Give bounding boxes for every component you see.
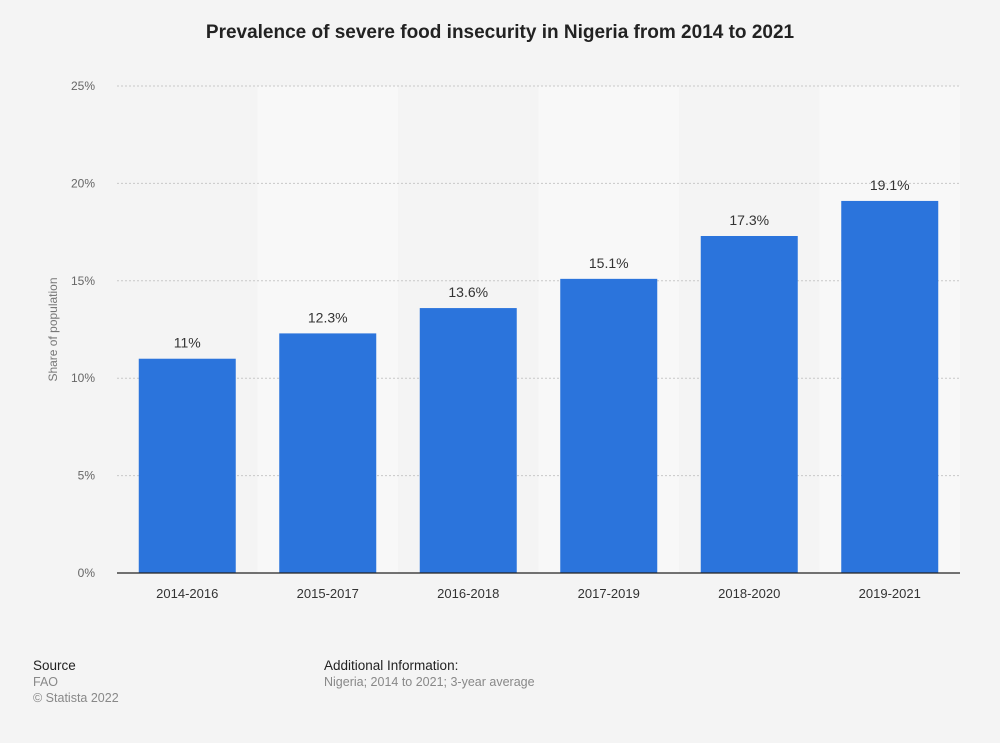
bar <box>138 358 236 573</box>
x-tick-label: 2019-2021 <box>859 586 921 601</box>
copyright-text: © Statista 2022 <box>33 691 119 705</box>
source-block: Source FAO © Statista 2022 <box>33 658 119 705</box>
additional-info-block: Additional Information: Nigeria; 2014 to… <box>324 658 535 689</box>
source-name: FAO <box>33 675 59 689</box>
x-tick-label: 2014-2016 <box>156 586 218 601</box>
x-tick-label: 2018-2020 <box>718 586 780 601</box>
data-label: 13.6% <box>448 284 488 300</box>
y-axis-title: Share of population <box>46 277 60 381</box>
data-label: 11% <box>174 335 201 351</box>
y-tick-label: 15% <box>71 274 95 288</box>
x-tick-label: 2015-2017 <box>297 586 359 601</box>
x-tick-label: 2016-2018 <box>437 586 499 601</box>
bar <box>700 235 798 573</box>
data-label: 15.1% <box>589 255 629 271</box>
bar <box>841 200 939 573</box>
additional-info-heading: Additional Information: <box>324 658 459 673</box>
x-tick-label: 2017-2019 <box>578 586 640 601</box>
data-label: 12.3% <box>308 309 348 325</box>
additional-info-text: Nigeria; 2014 to 2021; 3-year average <box>324 675 535 689</box>
chart-title: Prevalence of severe food insecurity in … <box>205 22 795 43</box>
y-tick-label: 10% <box>71 371 95 385</box>
bar <box>560 278 658 573</box>
bar <box>419 308 517 573</box>
y-tick-label: 20% <box>71 176 95 190</box>
bar <box>279 333 377 573</box>
bar-chart: 0% 5% 10% 15% 20% 25% Share of population 11% 20… <box>46 79 960 601</box>
data-label: 19.1% <box>870 177 910 193</box>
y-tick-label: 25% <box>71 79 95 93</box>
y-tick-label: 0% <box>78 566 96 580</box>
source-heading: Source <box>33 658 76 673</box>
y-tick-label: 5% <box>78 469 96 483</box>
data-label: 17.3% <box>729 212 769 228</box>
